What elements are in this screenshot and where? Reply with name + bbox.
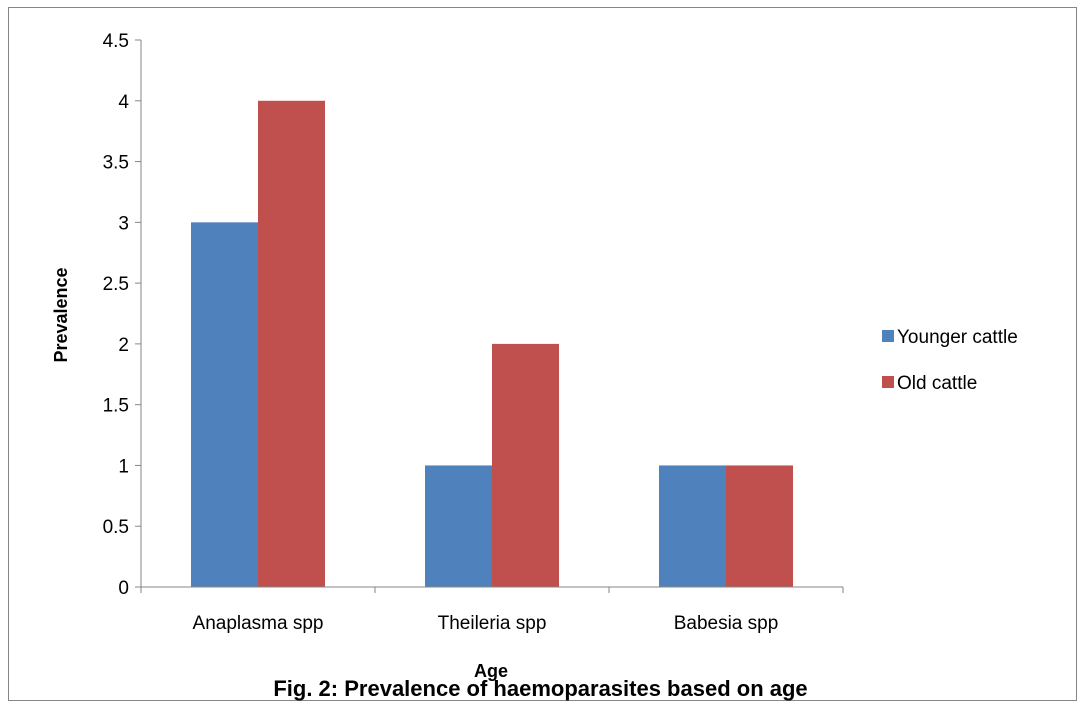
- x-tick-label: Theileria spp: [438, 613, 547, 634]
- bar-old-cattle-2: [492, 343, 559, 587]
- figure-caption: Fig. 2: Prevalence of haemoparasites bas…: [273, 676, 808, 701]
- y-tick-label: 1.5: [103, 396, 129, 417]
- legend: Younger cattle Old cattle: [882, 327, 1018, 394]
- bars: [191, 100, 793, 588]
- y-tick-label: 3.5: [103, 153, 129, 174]
- bar-old-cattle-3: [726, 465, 793, 587]
- bar-younger-cattle-3: [659, 465, 726, 587]
- legend-swatch: [882, 376, 894, 388]
- chart-frame: [8, 7, 1077, 701]
- legend-swatch: [882, 330, 894, 342]
- y-tick-label: 4: [118, 92, 129, 113]
- y-tick-label: 2: [118, 335, 129, 356]
- y-tick-label: 0: [118, 578, 129, 599]
- y-tick-label: 2.5: [103, 274, 129, 295]
- x-tick-label: Babesia spp: [674, 613, 779, 634]
- legend-label: Old cattle: [897, 373, 977, 394]
- y-tick-label: 1: [118, 456, 129, 477]
- x-axis-title: Age: [474, 661, 508, 681]
- x-axis-ticks: Anaplasma spp Theileria spp Babesia spp: [140, 587, 844, 634]
- y-tick-label: 0.5: [103, 517, 129, 538]
- bar-younger-cattle-1: [191, 222, 258, 588]
- y-tick-label: 4.5: [103, 31, 129, 52]
- y-tick-label: 3: [118, 213, 129, 234]
- x-tick-label: Anaplasma spp: [193, 613, 324, 634]
- bar-younger-cattle-2: [425, 465, 492, 587]
- bar-old-cattle-1: [258, 100, 325, 588]
- legend-label: Younger cattle: [897, 327, 1018, 348]
- y-axis-title: Prevalence: [51, 267, 71, 362]
- y-axis-ticks: 0 0.5 1 1.5 2 2.5 3 3.5 4 4.5: [103, 31, 141, 599]
